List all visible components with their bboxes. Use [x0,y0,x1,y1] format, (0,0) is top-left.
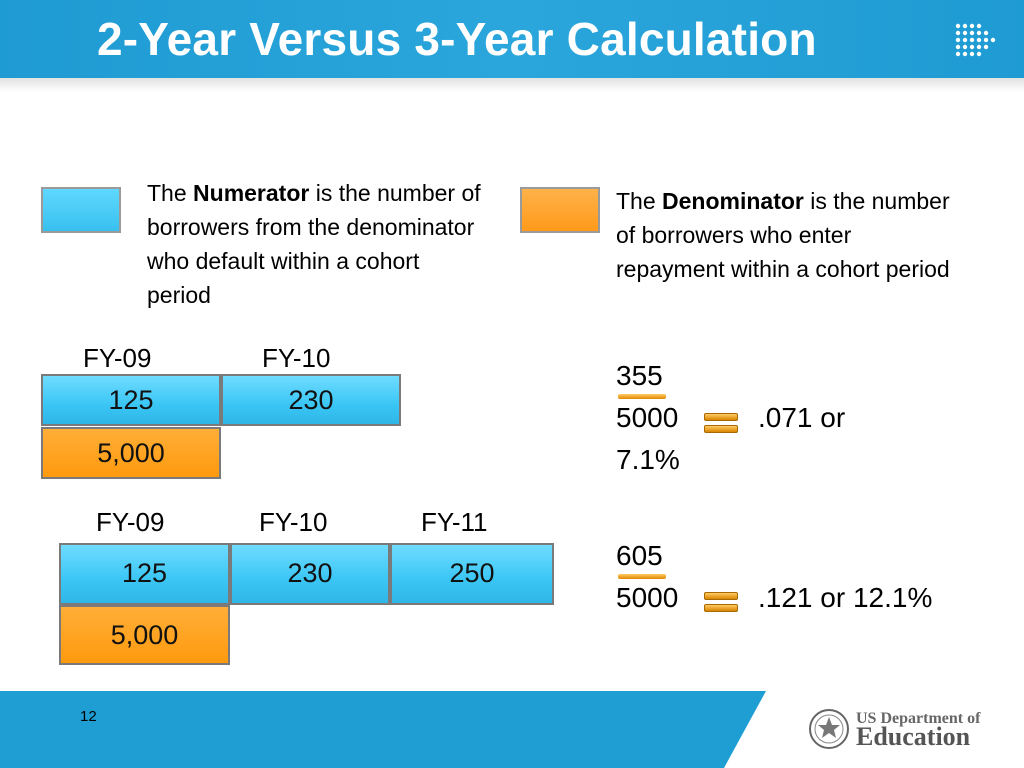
denominator-swatch [520,187,600,233]
three-year-denominator: 5,000 [59,605,230,665]
denominator-term: Denominator [662,188,804,214]
two-year-calc-denominator: 5000 [616,402,679,433]
numerator-swatch [41,187,121,233]
two-year-calc-numerator: 355 [616,360,663,391]
three-year-fy10-numerator: 230 [230,543,390,605]
page-number: 12 [80,708,97,725]
three-year-result: .121 or 12.1% [758,582,933,613]
numerator-definition: The Numerator is the number of borrowers… [147,180,481,308]
two-year-result-a: .071 or [758,402,846,433]
three-year-calc-numerator: 605 [616,540,663,571]
slide-title: 2-Year Versus 3-Year Calculation [97,13,817,65]
header-shadow [0,78,1024,92]
two-year-denominator: 5,000 [41,427,221,479]
title-bar: 2-Year Versus 3-Year Calculation [0,0,1024,78]
two-year-fraction-bar [618,394,666,399]
three-year-fy11-numerator: 250 [390,543,554,605]
denominator-definition: The Denominator is the number of borrowe… [616,188,950,282]
footer-logo-band [724,691,1024,768]
numerator-term: Numerator [193,180,310,206]
footer-bar [0,691,1024,768]
three-year-fraction-bar [618,574,666,579]
three-year-fy09-numerator: 125 [59,543,230,605]
two-year-equals-icon [704,413,738,433]
three-year-equals-icon [704,592,738,612]
two-year-fy10-numerator: 230 [221,374,401,426]
department-seal-icon [809,709,849,749]
two-year-result-b: 7.1% [616,444,680,475]
dot-arrow-logo-icon [955,23,996,57]
org-name-line1: US Department of [856,710,981,727]
org-name-line2: Education [856,722,971,751]
three-year-fy09-label: FY-09 [96,507,165,537]
two-year-fy09-label: FY-09 [83,343,152,373]
three-year-fy11-label: FY-11 [421,507,488,537]
two-year-fy09-numerator: 125 [41,374,221,426]
three-year-calc-denominator: 5000 [616,582,679,613]
two-year-fy10-label: FY-10 [262,343,331,373]
three-year-fy10-label: FY-10 [259,507,328,537]
